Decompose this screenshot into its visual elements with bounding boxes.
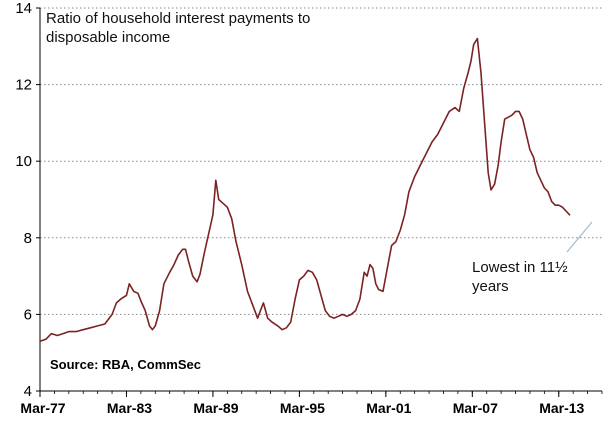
annotation-line-2: years: [472, 278, 509, 295]
source-note: Source: RBA, CommSec: [50, 357, 201, 372]
axes: [36, 7, 603, 397]
y-tick-label-1: 6: [24, 306, 32, 323]
x-tick-label-4: Mar-01: [366, 400, 411, 416]
x-tick-label-3: Mar-95: [280, 400, 325, 416]
y-tick-label-5: 14: [15, 0, 32, 17]
series-line: [39, 37, 571, 342]
annotation-leader-line: [566, 221, 593, 253]
x-tick-label-2: Mar-89: [193, 400, 238, 416]
y-axis-ticks: 4 6 8 10 12 14: [15, 0, 32, 400]
chart-title-line-2: disposable income: [46, 29, 170, 46]
gridlines: [40, 7, 602, 315]
x-tick-label-1: Mar-83: [107, 400, 152, 416]
x-axis-ticks: Mar-77 Mar-83 Mar-89 Mar-95 Mar-01 Mar-07 Mar-…: [20, 400, 584, 416]
y-tick-label-4: 12: [15, 77, 32, 94]
chart-title-line-1: Ratio of household interest payments to: [46, 10, 310, 27]
x-tick-label-5: Mar-07: [453, 400, 498, 416]
y-tick-label-2: 8: [24, 230, 32, 247]
annotation-line-1: Lowest in 11½: [472, 259, 568, 276]
x-tick-label-6: Mar-13: [539, 400, 584, 416]
x-tick-label-0: Mar-77: [20, 400, 65, 416]
y-tick-label-0: 4: [24, 383, 32, 400]
y-tick-label-3: 10: [15, 153, 32, 170]
